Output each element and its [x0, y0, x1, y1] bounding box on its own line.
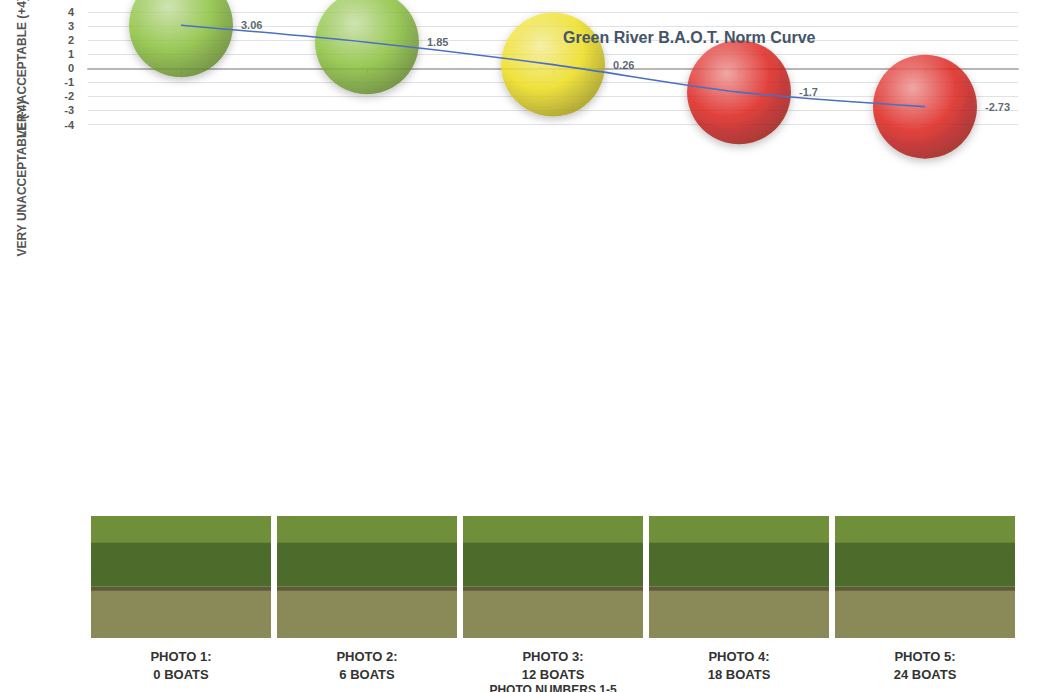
svg-text:2: 2 — [68, 34, 74, 46]
svg-text:PHOTO 3:: PHOTO 3: — [522, 649, 583, 664]
svg-text:1: 1 — [68, 48, 74, 60]
svg-text:0.26: 0.26 — [613, 59, 634, 71]
svg-text:4: 4 — [68, 6, 75, 18]
svg-text:18 BOATS: 18 BOATS — [708, 667, 771, 682]
svg-text:PHOTO 4:: PHOTO 4: — [708, 649, 769, 664]
svg-text:-1: -1 — [64, 76, 74, 88]
svg-text:0: 0 — [68, 62, 74, 74]
svg-text:Green River B.A.O.T. Norm Curv: Green River B.A.O.T. Norm Curve — [563, 29, 816, 46]
svg-text:3.06: 3.06 — [241, 19, 262, 31]
svg-text:12 BOATS: 12 BOATS — [522, 667, 585, 682]
svg-text:VERY UNACCEPTABLE (-4): VERY UNACCEPTABLE (-4) — [15, 101, 29, 257]
svg-text:24 BOATS: 24 BOATS — [894, 667, 957, 682]
svg-text:PHOTO NUMBERS 1-5: PHOTO NUMBERS 1-5 — [489, 683, 616, 692]
svg-text:3: 3 — [68, 20, 74, 32]
svg-text:1.85: 1.85 — [427, 36, 448, 48]
svg-text:PHOTO 1:: PHOTO 1: — [150, 649, 211, 664]
svg-text:-2.73: -2.73 — [985, 101, 1010, 113]
svg-text:-1.7: -1.7 — [799, 86, 818, 98]
svg-text:PHOTO 2:: PHOTO 2: — [336, 649, 397, 664]
svg-text:0 BOATS: 0 BOATS — [153, 667, 209, 682]
svg-text:-4: -4 — [64, 119, 75, 131]
svg-text:-3: -3 — [64, 104, 74, 116]
svg-text:6 BOATS: 6 BOATS — [339, 667, 395, 682]
svg-text:-2: -2 — [64, 90, 74, 102]
svg-text:PHOTO 5:: PHOTO 5: — [894, 649, 955, 664]
